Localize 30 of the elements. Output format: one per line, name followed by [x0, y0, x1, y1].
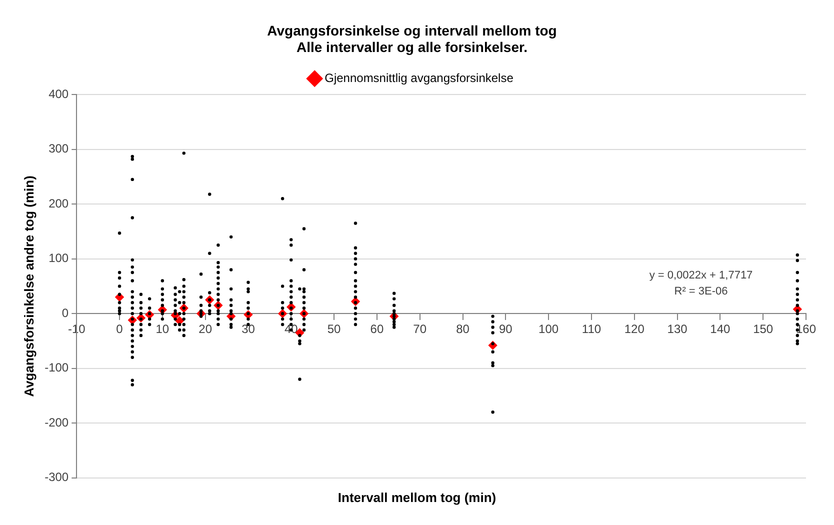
y-tick-label: 300 — [48, 142, 69, 156]
y-tick-label: -200 — [44, 415, 69, 430]
y-axis-title: Avgangsforsinkelse andre tog (min) — [21, 176, 36, 397]
x-tick-label: 0 — [116, 322, 124, 336]
x-tick-label: 130 — [667, 322, 688, 336]
x-tick-label: 110 — [582, 322, 602, 336]
x-tick-label: 90 — [498, 322, 513, 336]
y-tick-label: -300 — [44, 470, 69, 484]
y-tick-label: 100 — [48, 251, 69, 266]
y-tick-label: 200 — [48, 196, 69, 210]
x-tick-label: 160 — [796, 322, 816, 336]
x-tick-label: 60 — [370, 322, 384, 336]
chart-title: Avgangsforsinkelse og intervall mellom tog Alle intervaller og alle forsinkelser. — [267, 22, 557, 56]
x-tick-label: 70 — [413, 322, 427, 336]
y-tick-label: -100 — [44, 360, 69, 375]
x-tick-label: 30 — [242, 322, 256, 336]
x-tick-label: 10 — [156, 322, 170, 336]
x-tick-label: 140 — [710, 322, 731, 336]
x-tick-label: 120 — [624, 322, 645, 336]
x-tick-label: 80 — [456, 322, 470, 336]
x-tick-label: 20 — [198, 322, 212, 336]
annotation: y = 0,0022x + 1,7717 — [649, 270, 753, 282]
x-tick-label: 50 — [327, 322, 342, 336]
x-tick-label: 150 — [753, 322, 774, 336]
legend-label: Gjennomsnittlig avgangsforsinkelse — [324, 70, 514, 85]
y-tick-label: 0 — [62, 306, 69, 320]
annotation: R² = 3E-06 — [674, 286, 728, 298]
x-tick-label: 100 — [538, 322, 559, 336]
y-tick-label: 400 — [48, 86, 69, 101]
x-axis-title: Intervall mellom tog (min) — [336, 490, 498, 505]
